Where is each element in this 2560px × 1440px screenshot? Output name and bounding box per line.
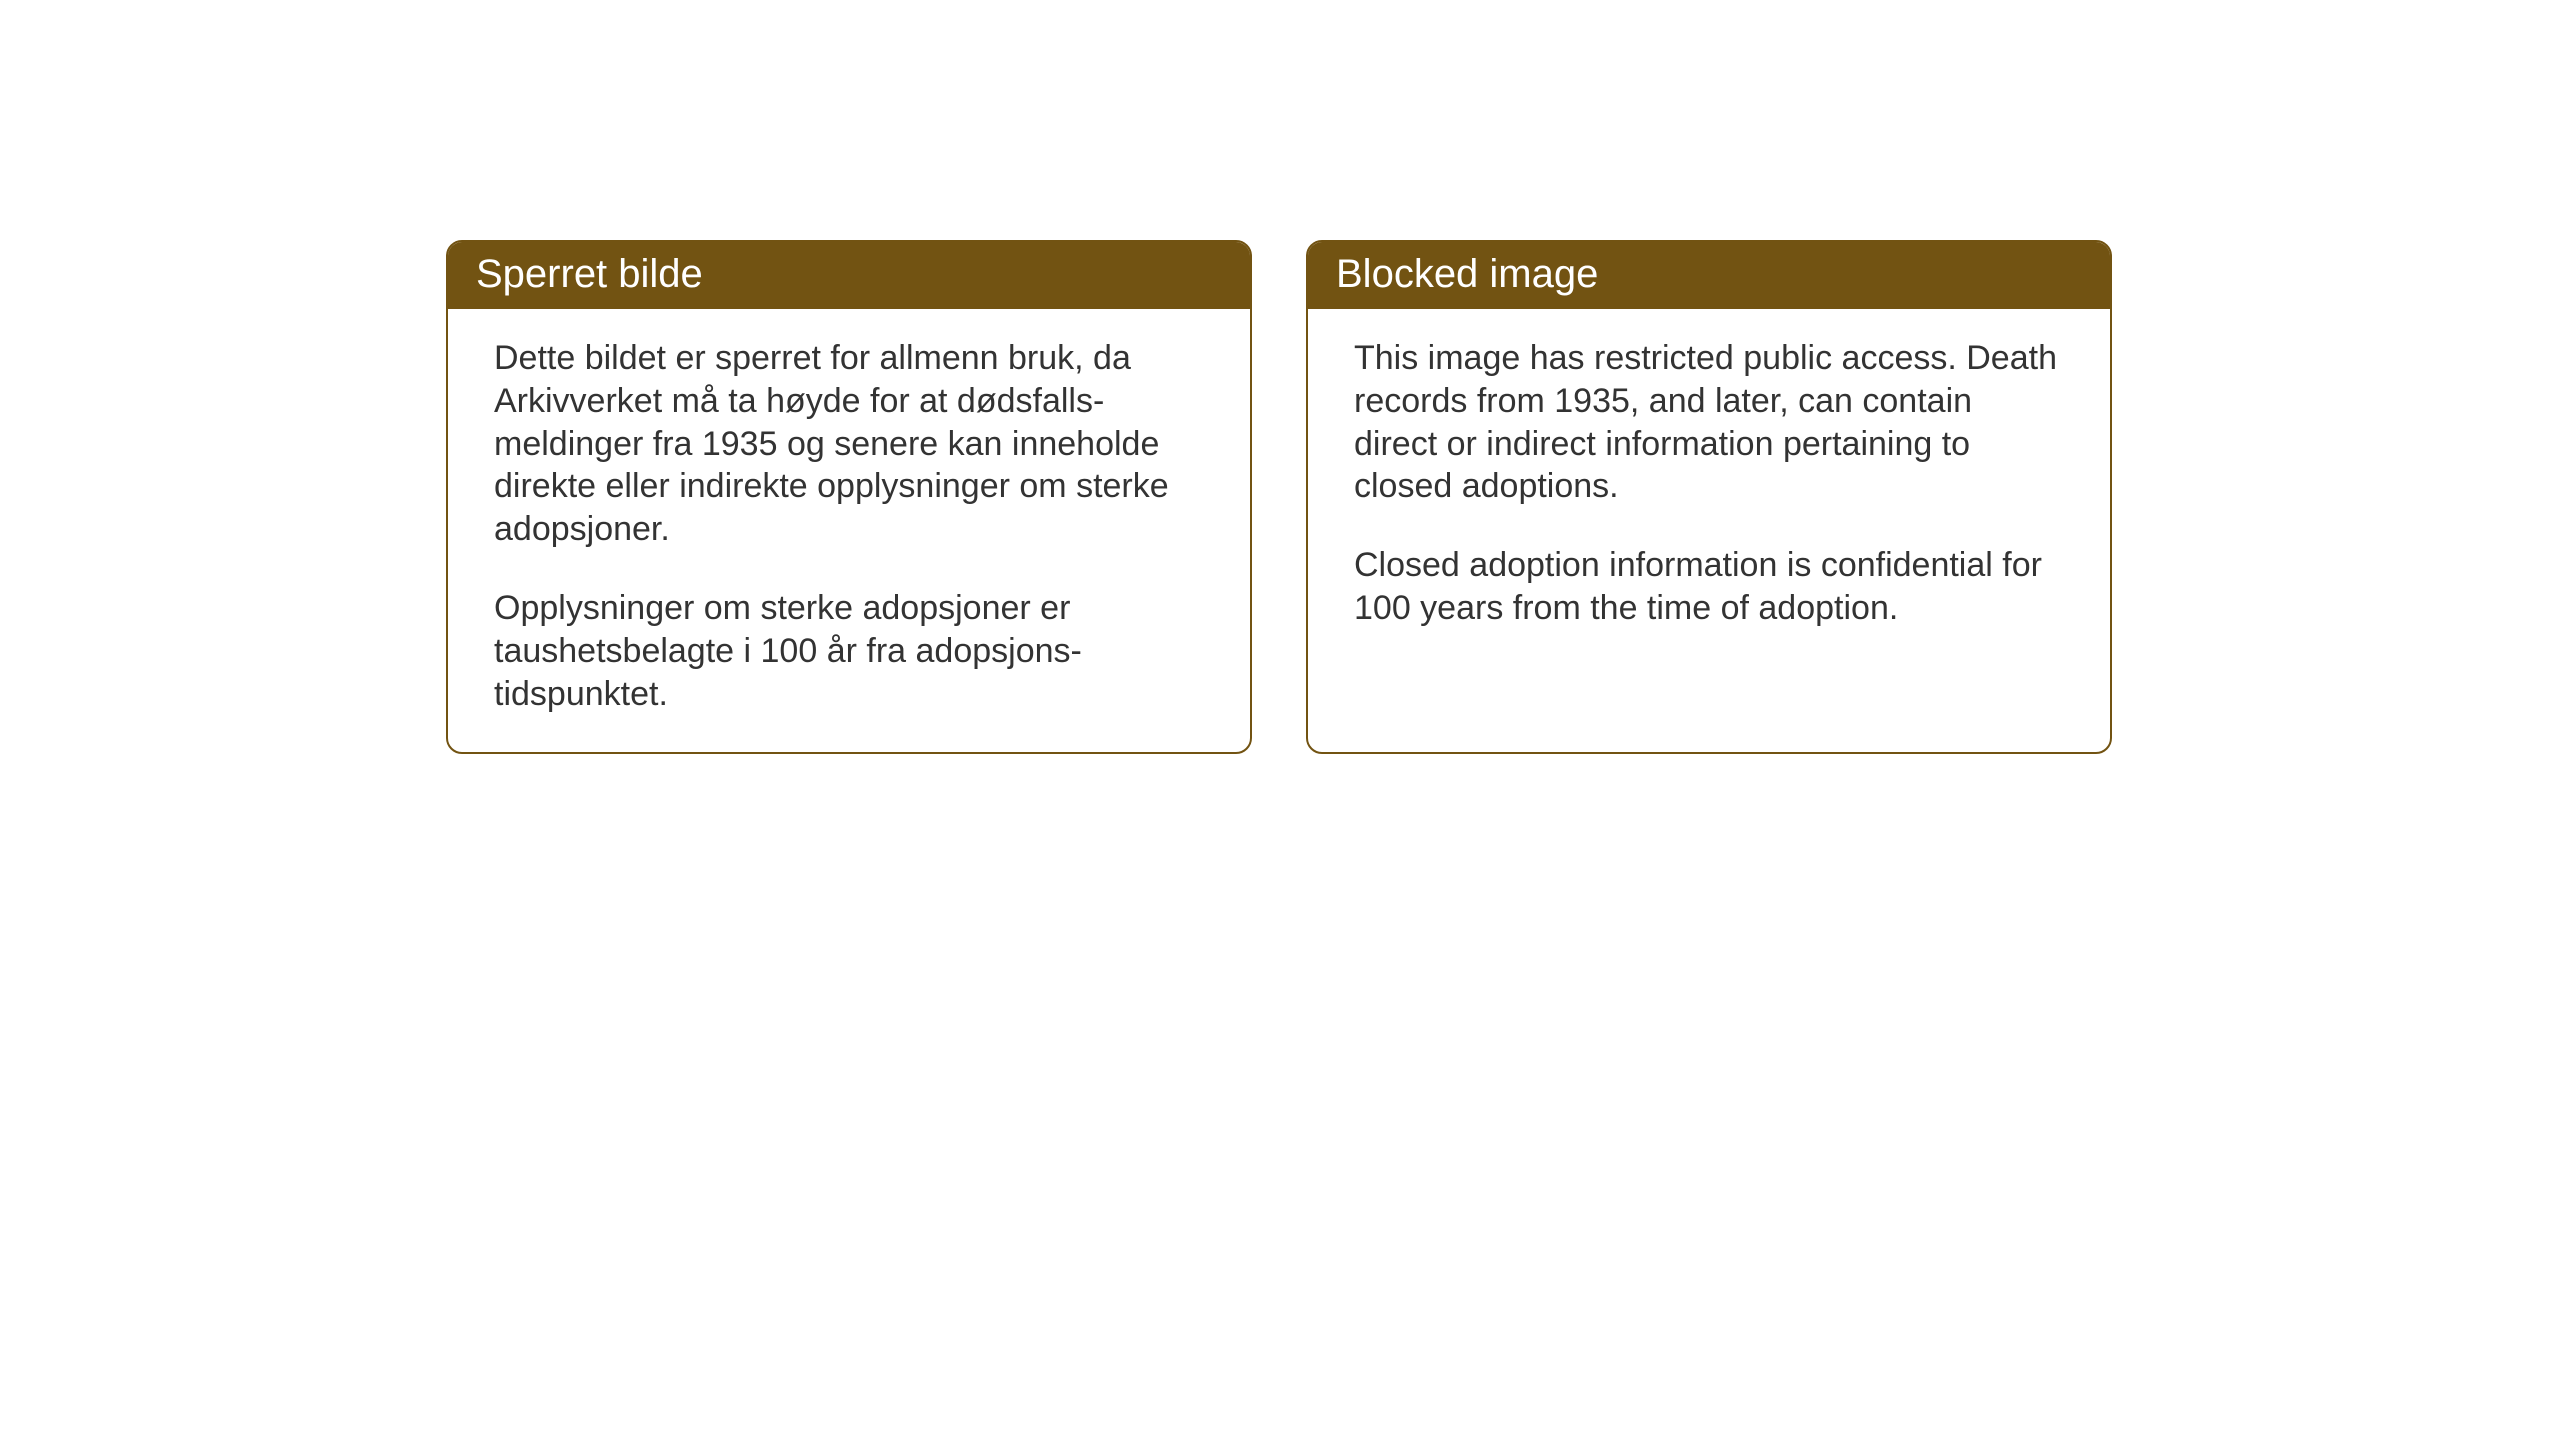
card-header-english: Blocked image xyxy=(1308,242,2110,309)
cards-container: Sperret bilde Dette bildet er sperret fo… xyxy=(446,240,2112,754)
card-norwegian: Sperret bilde Dette bildet er sperret fo… xyxy=(446,240,1252,754)
card-paragraph: Closed adoption information is confident… xyxy=(1354,544,2064,630)
card-paragraph: Opplysninger om sterke adopsjoner er tau… xyxy=(494,587,1204,715)
card-body-english: This image has restricted public access.… xyxy=(1308,309,2110,666)
card-body-norwegian: Dette bildet er sperret for allmenn bruk… xyxy=(448,309,1250,752)
card-title-norwegian: Sperret bilde xyxy=(476,252,703,296)
card-english: Blocked image This image has restricted … xyxy=(1306,240,2112,754)
card-header-norwegian: Sperret bilde xyxy=(448,242,1250,309)
card-paragraph: Dette bildet er sperret for allmenn bruk… xyxy=(494,337,1204,551)
card-paragraph: This image has restricted public access.… xyxy=(1354,337,2064,508)
card-title-english: Blocked image xyxy=(1336,252,1598,296)
